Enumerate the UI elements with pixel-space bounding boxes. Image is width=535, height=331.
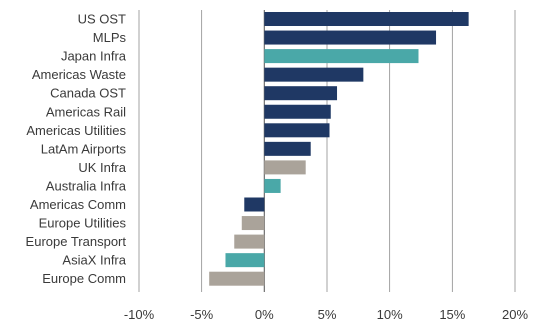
x-tick-label: 0% (255, 307, 274, 322)
bar-japan-infra (264, 49, 419, 64)
bar-americas-utilities (264, 123, 330, 138)
bar-americas-waste (264, 67, 364, 82)
category-label: Australia Infra (46, 178, 127, 193)
bar-canada-ost (264, 86, 338, 101)
bars (209, 12, 469, 286)
category-label: Europe Utilities (39, 216, 127, 231)
bar-asiax-infra (225, 253, 265, 268)
bar-us-ost (264, 12, 469, 26)
category-labels: US OST MLPs Japan Infra Americas Waste Canad… (26, 12, 127, 287)
category-label: LatAm Airports (41, 141, 127, 156)
bar-latam-airports (264, 141, 311, 156)
bar-uk-infra (264, 160, 306, 175)
x-tick-labels: -10% -5% 0% 5% 10% 15% 20% (124, 307, 529, 322)
category-label: Japan Infra (61, 49, 127, 64)
x-tick-label: 5% (318, 307, 337, 322)
category-label: Canada OST (50, 86, 126, 101)
bar-europe-utilities (241, 216, 265, 231)
category-label: MLPs (93, 30, 127, 45)
x-tick-label: 15% (439, 307, 465, 322)
category-label: Americas Waste (32, 67, 126, 82)
x-tick-label: 20% (502, 307, 528, 322)
bar-americas-comm (244, 197, 265, 212)
bar-europe-transport (234, 234, 265, 249)
category-label: AsiaX Infra (62, 253, 126, 268)
category-label: Americas Rail (46, 104, 126, 119)
bar-mlps (264, 30, 437, 45)
bar-europe-comm (209, 271, 265, 286)
bar-americas-rail (264, 104, 331, 119)
x-tick-label: 10% (377, 307, 403, 322)
x-tick-label: -5% (190, 307, 214, 322)
category-label: US OST (78, 12, 126, 27)
category-label: Americas Comm (30, 197, 126, 212)
bar-australia-infra (264, 178, 281, 193)
x-tick-label: -10% (124, 307, 155, 322)
category-label: Europe Transport (26, 234, 127, 249)
category-label: Europe Comm (42, 271, 126, 286)
category-label: Americas Utilities (26, 123, 126, 138)
category-label: UK Infra (78, 160, 126, 175)
